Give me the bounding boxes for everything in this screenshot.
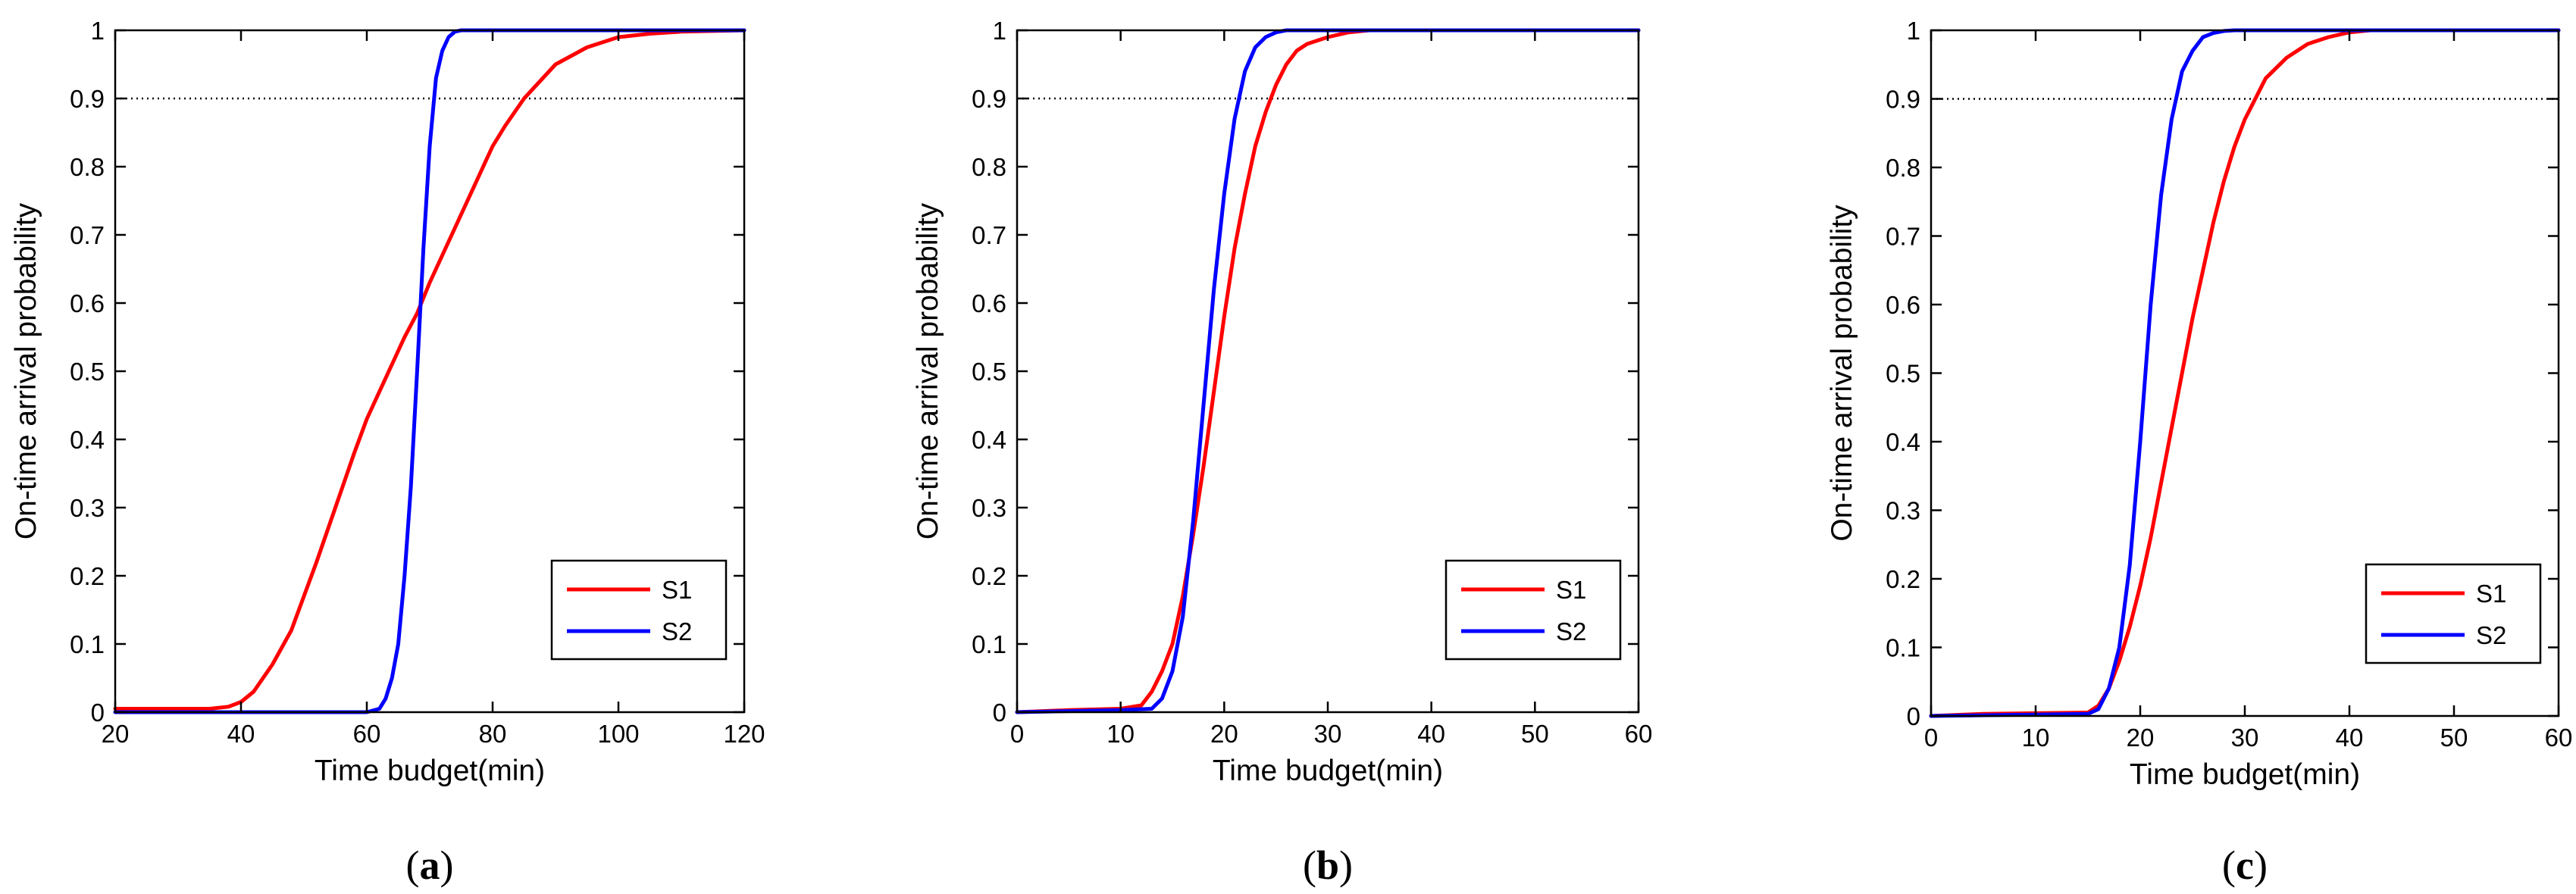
x-axis-label-c: Time budget(min): [2130, 758, 2360, 791]
y-tick-label-c: 0.6: [1886, 291, 1920, 319]
y-tick-label-c: 0.2: [1886, 565, 1920, 593]
y-tick-label-a: 0.8: [70, 153, 105, 181]
y-tick-label-c: 0.1: [1886, 634, 1920, 662]
y-tick-label-c: 0.5: [1886, 360, 1920, 388]
y-tick-label-b: 0.9: [972, 85, 1006, 113]
y-tick-label-b: 1: [993, 17, 1006, 45]
y-tick-label-c: 1: [1907, 17, 1920, 45]
x-tick-label-a: 120: [723, 720, 765, 748]
y-tick-label-b: 0.8: [972, 153, 1006, 181]
x-tick-label-c: 60: [2545, 724, 2573, 752]
legend-label-s1-a: S1: [662, 576, 692, 604]
y-tick-label-b: 0: [993, 699, 1006, 727]
x-tick-label-b: 30: [1314, 720, 1342, 748]
y-tick-label-c: 0.3: [1886, 497, 1920, 525]
series-line-s2-c: [1929, 28, 2561, 718]
y-tick-label-c: 0.4: [1886, 428, 1920, 456]
series-line-s2-b: [1015, 28, 1641, 714]
y-tick-label-a: 0.2: [70, 562, 105, 590]
x-axis-label-b: Time budget(min): [1213, 755, 1443, 787]
y-axis-label-a: On-time arrival probability: [10, 202, 42, 539]
y-tick-label-b: 0.4: [972, 426, 1006, 454]
x-tick-label-c: 50: [2440, 724, 2468, 752]
y-tick-label-c: 0.8: [1886, 154, 1920, 182]
y-tick-label-a: 0.4: [70, 426, 105, 454]
y-tick-label-a: 0.5: [70, 358, 105, 386]
series-line-s1-a: [113, 28, 747, 711]
y-tick-label-c: 0.7: [1886, 223, 1920, 251]
legend-box-c: [2365, 563, 2542, 664]
y-tick-label-b: 0.5: [972, 358, 1006, 386]
chart-panel-b: 0 10 20 30 40 50 60 0 0.1 0.2 0.3 0.4 0.5 0.6 0.7 0.8 0.…: [912, 17, 1652, 888]
y-tick-label-a: 0: [91, 699, 105, 727]
x-tick-label-b: 10: [1106, 720, 1135, 748]
x-tick-label-a: 80: [479, 720, 507, 748]
x-tick-label-b: 50: [1521, 720, 1549, 748]
y-tick-label-a: 0.9: [70, 85, 105, 113]
y-tick-label-c: 0.9: [1886, 86, 1920, 114]
x-tick-label-a: 100: [597, 720, 639, 748]
panel-label-a: (a): [406, 842, 454, 888]
x-tick-label-c: 30: [2231, 724, 2259, 752]
y-tick-label-b: 0.7: [972, 221, 1006, 249]
x-tick-label-c: 20: [2127, 724, 2155, 752]
y-tick-label-b: 0.2: [972, 562, 1006, 590]
x-tick-label-c: 0: [1924, 724, 1938, 752]
y-tick-label-b: 0.6: [972, 289, 1006, 317]
x-tick-label-c: 40: [2336, 724, 2364, 752]
y-tick-label-c: 0: [1907, 702, 1920, 730]
legend-label-s1-c: S1: [2476, 580, 2506, 608]
series-line-s1-b: [1015, 28, 1641, 714]
y-axis-label-b: On-time arrival probability: [912, 202, 944, 539]
x-tick-label-a: 60: [353, 720, 381, 748]
x-tick-label-c: 10: [2022, 724, 2050, 752]
y-tick-label-a: 0.1: [70, 630, 105, 658]
x-tick-label-b: 0: [1010, 720, 1024, 748]
legend-label-s2-c: S2: [2476, 621, 2506, 649]
series-line-s2-a: [113, 28, 747, 714]
legend-label-s2-a: S2: [662, 617, 692, 645]
x-tick-label-b: 40: [1417, 720, 1445, 748]
panel-label-c: (c): [2222, 842, 2268, 888]
y-tick-label-b: 0.1: [972, 630, 1006, 658]
legend-box-a: [550, 559, 728, 661]
y-tick-label-a: 0.7: [70, 221, 105, 249]
x-tick-label-b: 60: [1625, 720, 1653, 748]
panel-label-b: (b): [1303, 842, 1353, 888]
x-tick-label-a: 40: [227, 720, 255, 748]
legend-label-s2-b: S2: [1556, 617, 1586, 645]
y-tick-label-a: 1: [91, 17, 105, 45]
y-tick-label-a: 0.3: [70, 494, 105, 522]
legend-label-s1-b: S1: [1556, 576, 1586, 604]
x-tick-label-b: 20: [1210, 720, 1238, 748]
x-tick-label-a: 20: [102, 720, 130, 748]
chart-panel-c: 0 10 20 30 40 50 60 0 0.1 0.2 0.3 0.4 0.5 0.6 0.7 0.8 0.…: [1826, 17, 2572, 888]
y-tick-label-a: 0.6: [70, 289, 105, 317]
y-axis-label-c: On-time arrival probability: [1826, 205, 1858, 542]
x-axis-label-a: Time budget(min): [315, 755, 545, 787]
legend-box-b: [1445, 559, 1622, 661]
chart-panel-a: 20 40 60 80 100 120 0 0.1 0.2 0.3 0.4 0.5 0.6 0.7 0.8 0…: [10, 17, 765, 888]
y-tick-label-b: 0.3: [972, 494, 1006, 522]
